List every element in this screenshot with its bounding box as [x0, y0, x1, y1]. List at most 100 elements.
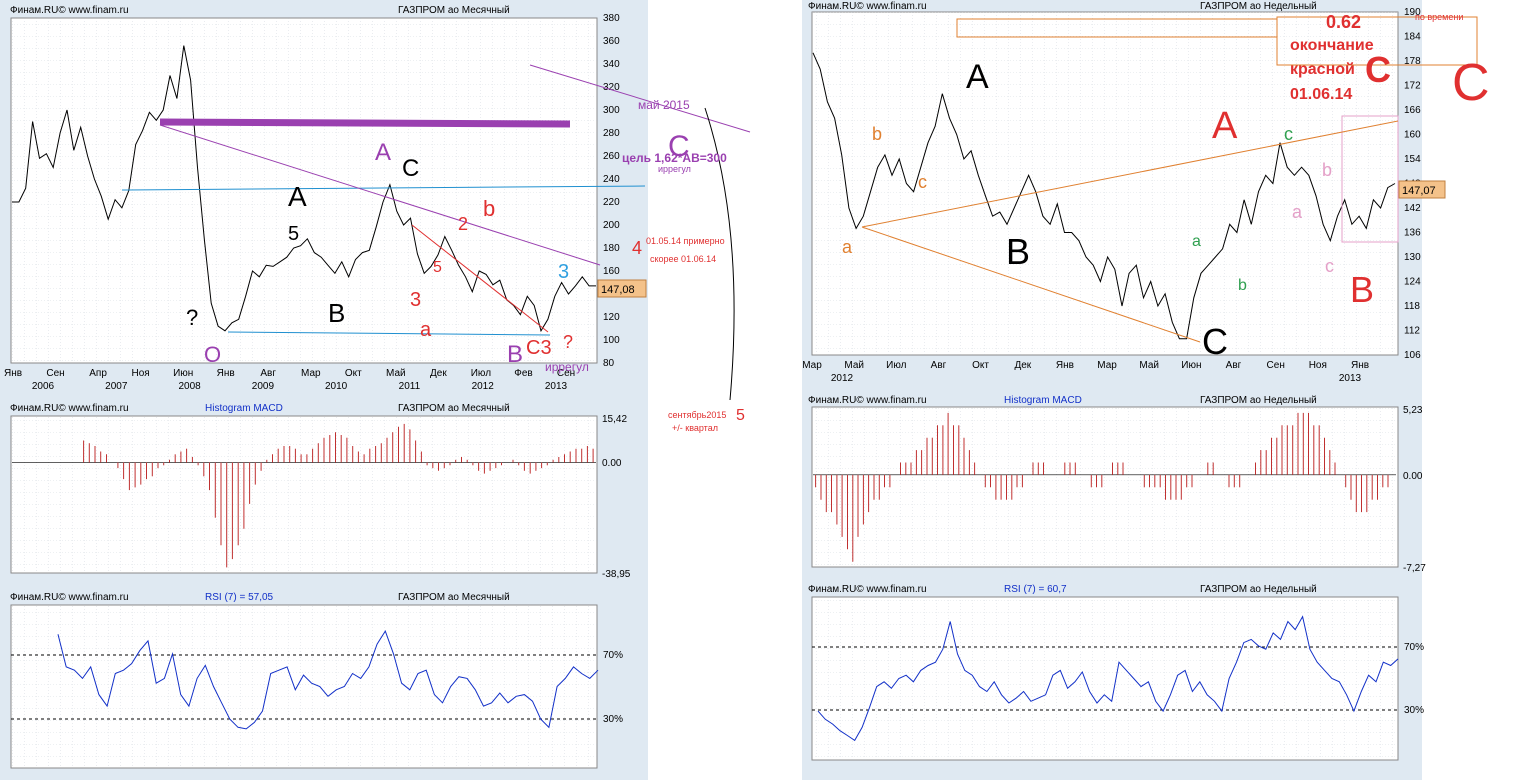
right-annotations: A B C A B C C b c a a b c a b c 0.62 по … — [842, 12, 1490, 362]
annot-date2: скорее 01.06.14 — [650, 254, 716, 264]
right-rsi-series — [817, 615, 1399, 742]
annot-irreg2: иррегул — [545, 360, 589, 374]
right-month-label: Дек — [1014, 360, 1031, 371]
left-year-label: 2013 — [545, 381, 568, 392]
right-price-ytick: 124 — [1404, 277, 1421, 288]
label-C-red-right: C — [1365, 49, 1391, 90]
right-source: Финам.RU© www.finam.ru — [808, 1, 927, 12]
annot-quarter: +/- квартал — [672, 423, 718, 433]
right-month-label: Сен — [1267, 360, 1285, 371]
right-rsi-source: Финам.RU© www.finam.ru — [808, 584, 927, 595]
label-a-red: a — [420, 319, 432, 341]
left-month-label: Авг — [260, 368, 276, 379]
left-macd-tick-bottom: -38,95 — [602, 569, 631, 580]
label-A-red-right: A — [1212, 105, 1238, 147]
label-a-green: a — [1192, 233, 1201, 250]
left-rsi-series — [57, 629, 599, 730]
label-C-red-big: C — [1452, 54, 1490, 112]
right-price-ytick: 184 — [1404, 32, 1421, 43]
annot-end1: окончание — [1290, 37, 1374, 54]
left-month-label: Мар — [301, 368, 321, 379]
label-B-purple: B — [507, 341, 523, 368]
left-macd-grid — [11, 416, 597, 573]
left-price-ytick: 160 — [603, 266, 620, 277]
label-C-purple: C — [668, 130, 690, 163]
left-rsi-source: Финам.RU© www.finam.ru — [10, 592, 129, 603]
label-c-orange: c — [918, 172, 927, 192]
left-annotations: A C A 5 B ? O B C3 ? 2 b 3 a 5 3 C 4 5 м… — [121, 64, 751, 433]
label-b-pink: b — [1322, 160, 1332, 180]
left-year-label: 2007 — [105, 381, 128, 392]
left-price-ytick: 260 — [603, 151, 620, 162]
left-macd-source: Финам.RU© www.finam.ru — [10, 403, 129, 414]
left-year-label: 2006 — [32, 381, 55, 392]
right-price-ytick: 118 — [1404, 301, 1420, 312]
label-O-purple: O — [204, 342, 221, 367]
left-month-label: Апр — [89, 368, 107, 379]
left-price-ytick: 240 — [603, 174, 620, 185]
right-price-ytick: 166 — [1404, 105, 1421, 116]
right-price-ytick: 190 — [1404, 7, 1421, 18]
label-C-black: C — [402, 155, 419, 182]
label-C-black-right: C — [1202, 321, 1228, 362]
right-macd-tick-bottom: -7,27 — [1403, 563, 1426, 574]
annot-sept: сентябрь2015 — [668, 410, 726, 420]
label-B-black-right: B — [1006, 231, 1030, 272]
right-price-ytick: 112 — [1404, 326, 1420, 337]
label-question: ? — [186, 305, 198, 330]
right-year-label: 2013 — [1339, 373, 1362, 384]
right-rsi-instrument: ГАЗПРОМ ао Недельный — [1200, 584, 1317, 595]
left-price-ytick: 180 — [603, 243, 620, 254]
label-B-black: B — [328, 298, 345, 328]
left-month-label: Сен — [557, 368, 575, 379]
label-2-red: 2 — [458, 214, 468, 234]
left-month-label: Июл — [471, 368, 491, 379]
label-5-black: 5 — [288, 223, 299, 245]
annot-target: цель 1,62*AB=300 — [622, 151, 727, 165]
annot-irreg1: иррегул — [658, 164, 691, 174]
annot-fib: 0.62 — [1326, 12, 1361, 32]
right-price-ytick: 106 — [1404, 350, 1421, 361]
left-rsi-30-label: 30% — [603, 714, 623, 725]
right-year-label: 2012 — [831, 373, 854, 384]
left-price-ytick: 80 — [603, 358, 615, 369]
left-price-ytick: 320 — [603, 82, 620, 93]
triangle-upper — [861, 120, 1399, 228]
left-price-ytick: 220 — [603, 197, 620, 208]
pink-box — [1341, 115, 1399, 243]
arc-line — [704, 107, 735, 401]
left-rsi-grid — [11, 605, 597, 768]
purple-trend-line — [159, 124, 601, 266]
label-b-green: b — [1238, 277, 1247, 294]
annot-end-date: 01.06.14 — [1290, 86, 1352, 103]
left-price-ytick: 380 — [603, 13, 620, 24]
red-wedge-line — [411, 224, 549, 333]
right-month-label: Окт — [972, 360, 989, 371]
left-month-label: Ноя — [131, 368, 149, 379]
right-price-ytick: 154 — [1404, 154, 1421, 165]
left-last-price-box — [597, 279, 647, 298]
left-macd-title: Histogram MACD — [205, 403, 283, 414]
label-b-red: b — [483, 196, 495, 221]
label-B-red-right: B — [1350, 269, 1374, 310]
left-month-label: Янв — [217, 368, 235, 379]
annot-may2015: май 2015 — [638, 98, 690, 112]
left-macd-instrument: ГАЗПРОМ ао Месячный — [398, 403, 510, 414]
left-year-label: 2012 — [472, 381, 495, 392]
right-last-price: 147,07 — [1402, 185, 1436, 197]
label-a-orange: a — [842, 237, 853, 257]
upper-blue-line — [121, 185, 646, 191]
left-month-label: Сен — [46, 368, 64, 379]
purple-thick-line — [159, 118, 571, 128]
left-price-ytick: 360 — [603, 36, 620, 47]
label-a-pink: a — [1292, 202, 1303, 222]
right-price-ytick: 136 — [1404, 228, 1421, 239]
right-price-ytick: 172 — [1404, 81, 1421, 92]
left-year-label: 2011 — [399, 381, 421, 392]
right-month-label: Авг — [931, 360, 947, 371]
label-C3: C3 — [526, 337, 552, 359]
right-last-price-box — [1398, 180, 1446, 199]
left-year-label: 2009 — [252, 381, 275, 392]
right-macd-instrument: ГАЗПРОМ ао Недельный — [1200, 395, 1317, 406]
label-c-pink: c — [1325, 256, 1334, 276]
